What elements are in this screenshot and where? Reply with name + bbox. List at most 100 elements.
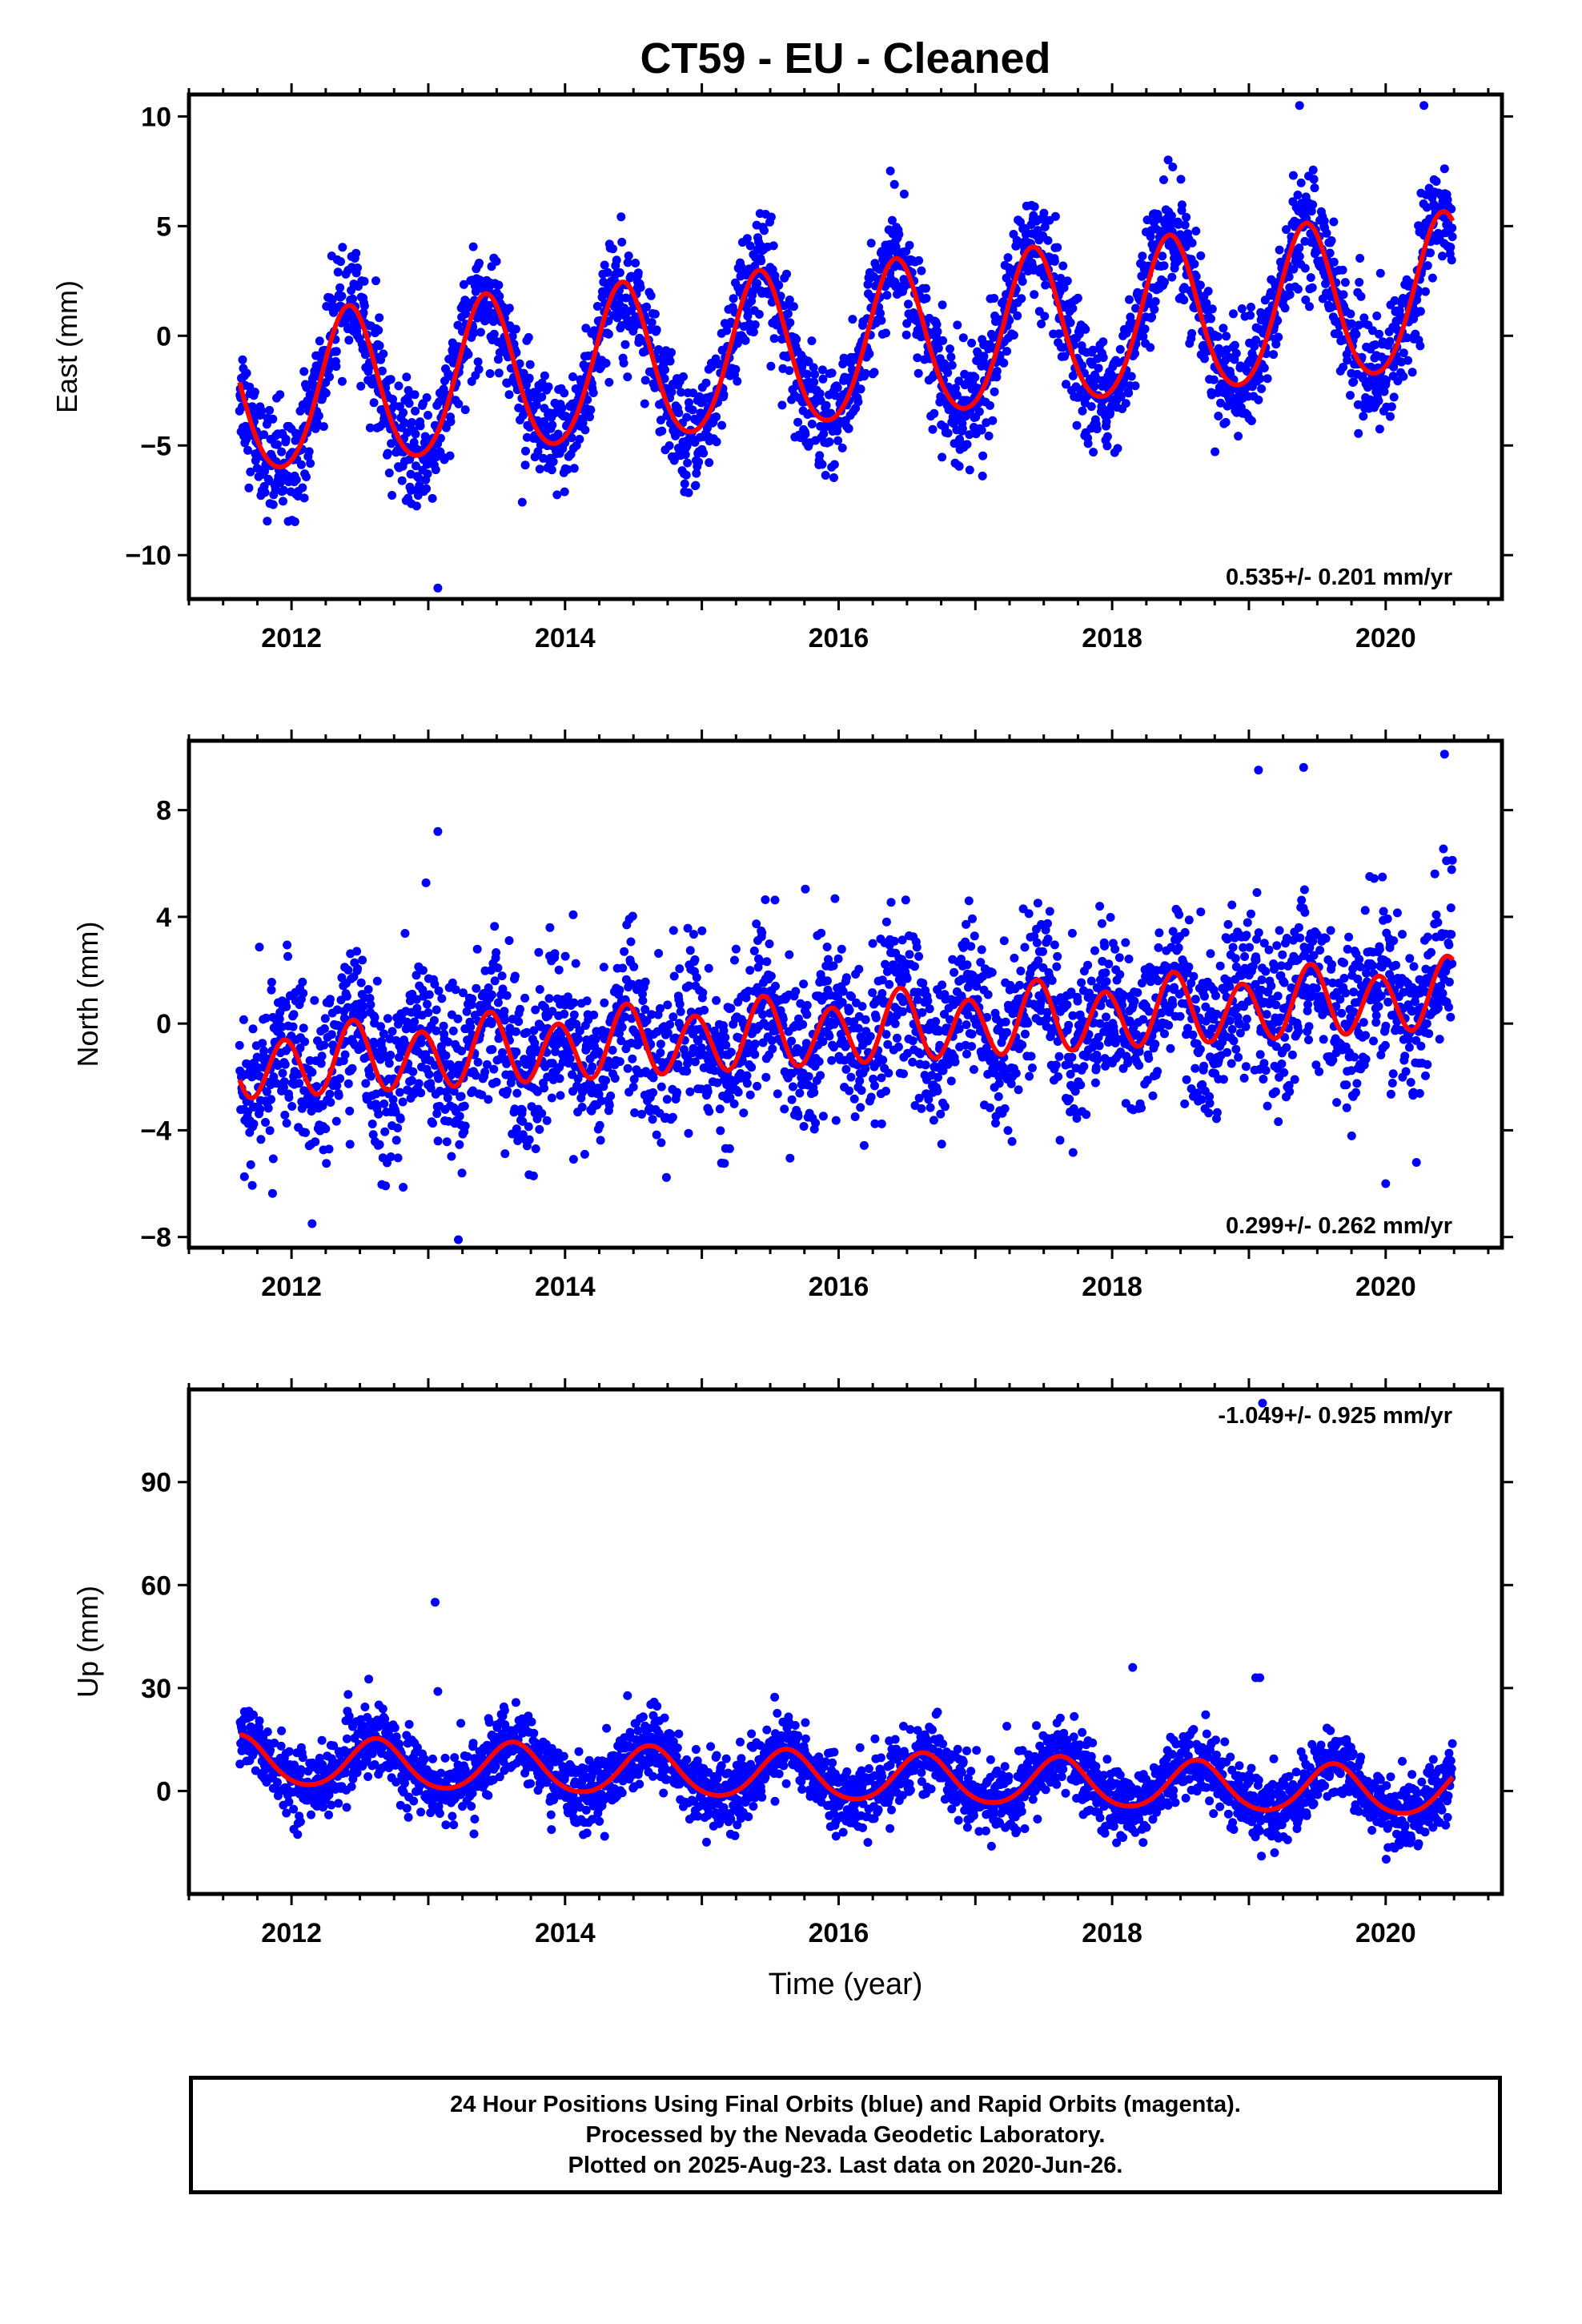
- data-point: [522, 1027, 532, 1037]
- data-point: [817, 365, 827, 375]
- data-point: [1347, 319, 1356, 328]
- data-point: [624, 251, 633, 260]
- data-point: [797, 361, 807, 371]
- data-point: [375, 1140, 384, 1149]
- data-point: [1322, 228, 1331, 238]
- data-point: [514, 1017, 524, 1027]
- data-point: [1359, 412, 1368, 421]
- data-point: [498, 1047, 507, 1057]
- data-point: [601, 1076, 611, 1085]
- data-point: [279, 497, 287, 506]
- data-point: [319, 422, 328, 432]
- data-point: [859, 1140, 869, 1150]
- data-point: [663, 1028, 673, 1038]
- data-point: [239, 1015, 248, 1024]
- data-point: [252, 464, 262, 473]
- data-point: [1037, 320, 1046, 328]
- data-point: [1058, 261, 1068, 271]
- data-point: [1001, 1017, 1010, 1027]
- data-point: [608, 244, 617, 254]
- data-point: [476, 1007, 485, 1017]
- data-point: [1421, 287, 1430, 296]
- data-point: [850, 1112, 860, 1121]
- data-point: [1353, 400, 1363, 409]
- data-point: [1325, 248, 1335, 258]
- data-point: [547, 1093, 556, 1103]
- data-point: [411, 406, 420, 416]
- data-point: [1086, 402, 1096, 412]
- data-point: [792, 335, 801, 344]
- data-point: [970, 931, 979, 941]
- data-point: [1200, 354, 1209, 364]
- data-point: [1349, 377, 1359, 387]
- data-point: [1340, 278, 1350, 287]
- data-point: [493, 355, 503, 364]
- data-point: [1293, 284, 1303, 294]
- data-point: [620, 947, 629, 956]
- data-point: [331, 1116, 341, 1126]
- data-point: [577, 1103, 587, 1112]
- data-point: [272, 440, 282, 449]
- data-point: [809, 1088, 819, 1097]
- data-point: [754, 310, 764, 319]
- data-point: [326, 1098, 335, 1107]
- data-point: [1054, 1072, 1063, 1081]
- data-point: [306, 459, 315, 468]
- data-point: [712, 995, 721, 1005]
- data-point: [1274, 332, 1283, 342]
- data-point: [1285, 290, 1295, 300]
- data-point: [990, 387, 999, 396]
- data-point: [343, 965, 353, 975]
- data-point: [1187, 328, 1197, 338]
- data-point: [901, 895, 910, 905]
- x-tick-label: 2016: [809, 623, 869, 653]
- data-point: [1168, 163, 1178, 171]
- data-point: [688, 405, 697, 415]
- data-point: [288, 1022, 298, 1031]
- data-point: [356, 381, 366, 391]
- data-point: [881, 1030, 891, 1039]
- data-point: [1231, 348, 1241, 358]
- data-point: [1403, 356, 1412, 365]
- data-point: [327, 295, 337, 304]
- data-point: [765, 939, 774, 949]
- data-point: [846, 1072, 856, 1082]
- data-point: [333, 267, 343, 277]
- data-point: [869, 368, 879, 377]
- data-point: [640, 977, 650, 987]
- data-point: [287, 1102, 297, 1111]
- data-point: [620, 1012, 629, 1022]
- data-point: [1021, 1029, 1030, 1039]
- data-point: [905, 240, 914, 250]
- data-point: [1275, 245, 1284, 255]
- data-point: [962, 1020, 971, 1030]
- data-point: [518, 1116, 528, 1126]
- data-point: [726, 1003, 736, 1013]
- data-point: [250, 388, 259, 397]
- data-point: [887, 215, 897, 225]
- data-point: [673, 1088, 681, 1097]
- data-point: [652, 1130, 661, 1140]
- plot-area: [235, 750, 1457, 1244]
- data-point: [1126, 372, 1136, 381]
- data-point: [833, 426, 842, 436]
- data-point: [638, 989, 647, 999]
- data-point: [345, 1106, 355, 1116]
- data-point: [455, 1140, 464, 1149]
- data-point: [318, 1101, 327, 1111]
- data-point: [312, 1082, 322, 1092]
- data-point: [705, 458, 714, 468]
- data-point: [1203, 287, 1213, 296]
- data-point: [582, 996, 592, 1006]
- data-point: [529, 1026, 539, 1035]
- data-point: [626, 937, 636, 947]
- data-point: [289, 1010, 299, 1019]
- data-point: [623, 258, 632, 267]
- data-point: [667, 348, 676, 357]
- data-point: [894, 230, 904, 239]
- data-point: [815, 389, 825, 398]
- data-point: [910, 962, 919, 971]
- data-point: [647, 318, 656, 328]
- data-point: [512, 1124, 521, 1134]
- data-point: [1018, 276, 1027, 286]
